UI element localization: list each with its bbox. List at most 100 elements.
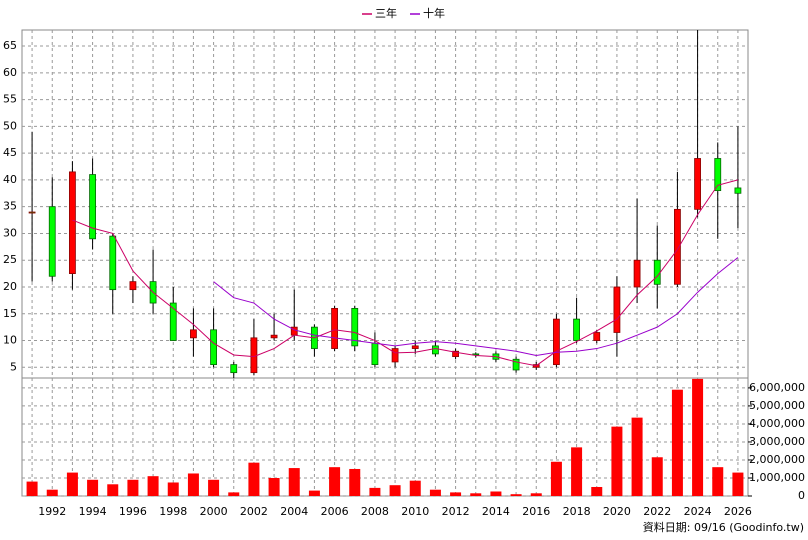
x-tick-label: 2016 (522, 505, 550, 518)
volume-bar (671, 389, 683, 496)
volume-bar (409, 480, 421, 496)
volume-bar (369, 487, 381, 496)
candle-body (109, 235, 117, 291)
volume-bar (349, 468, 361, 496)
volume-bar (228, 492, 240, 496)
volume-bar (571, 447, 583, 496)
y-tick-label: 15 (3, 307, 17, 320)
x-tick-label: 2006 (321, 505, 349, 518)
candle-body (371, 342, 379, 366)
candle-body (714, 158, 722, 192)
candle-body (734, 187, 742, 194)
footnote: 資料日期: 09/16 (Goodinfo.tw) (643, 520, 804, 534)
ma-line (72, 179, 739, 367)
y2-tick-label: 1,000,000 (749, 471, 805, 484)
candle-body (512, 358, 520, 371)
volume-bar (389, 485, 401, 496)
x-tick-label: 2024 (684, 505, 712, 518)
candle-body (452, 350, 459, 357)
volume-bar (732, 472, 744, 496)
candle-body (553, 318, 560, 366)
candle-body (633, 259, 641, 288)
candle-body (351, 307, 359, 347)
volume-bar (288, 468, 300, 496)
candle-body (190, 329, 197, 339)
y-tick-label: 65 (3, 39, 17, 52)
y2-tick-label: 3,000,000 (749, 435, 805, 448)
volume-bar (87, 479, 99, 496)
y-tick-label: 25 (3, 253, 17, 266)
volume-bar (591, 486, 603, 496)
y2-tick-label: 4,000,000 (749, 417, 805, 430)
volume-bar (308, 490, 320, 496)
x-tick-label: 2020 (603, 505, 631, 518)
candle-body (411, 345, 419, 349)
x-tick-label: 2022 (643, 505, 671, 518)
volume-bar (26, 481, 38, 496)
x-tick-label: 2004 (280, 505, 308, 518)
volume-bar (46, 489, 58, 496)
volume-bar (66, 472, 78, 496)
candle-body (270, 334, 278, 339)
volume-bar (692, 378, 704, 496)
volume-bar (429, 489, 441, 496)
candle-body (230, 364, 238, 374)
y2-tick-label: 5,000,000 (749, 399, 805, 412)
y-tick-label: 40 (3, 173, 17, 186)
legend-label: 十年 (423, 6, 445, 20)
volume-bar (450, 492, 462, 496)
volume-bar (631, 417, 643, 496)
candle-body (28, 211, 36, 214)
volume-bar (248, 462, 260, 496)
y-tick-label: 30 (3, 226, 17, 239)
candle-body (432, 345, 439, 355)
y2-tick-label: 2,000,000 (749, 453, 805, 466)
x-tick-label: 2012 (442, 505, 470, 518)
plot-frame (21, 29, 749, 497)
candle-body (129, 281, 137, 291)
candle-body (613, 286, 621, 333)
candle-body (331, 307, 338, 349)
candle-body (391, 348, 399, 363)
volume-bar (127, 479, 139, 496)
volume-bar (329, 467, 341, 496)
volume-bar (530, 493, 542, 496)
candle-body (653, 259, 661, 285)
x-tick-label: 1992 (38, 505, 66, 518)
y-tick-label: 35 (3, 200, 17, 213)
candle-body (472, 353, 480, 356)
y-tick-label: 55 (3, 93, 17, 106)
x-tick-label: 1996 (119, 505, 147, 518)
candle-body (89, 174, 96, 240)
y2-tick-label: 6,000,000 (749, 381, 805, 394)
candle-body (573, 318, 580, 341)
candle-body (69, 171, 76, 274)
x-tick-label: 2000 (200, 505, 228, 518)
x-tick-label: 2008 (361, 505, 389, 518)
x-tick-label: 2010 (401, 505, 429, 518)
volume-bar (107, 484, 119, 496)
candle-body (593, 332, 601, 341)
y-tick-label: 10 (3, 334, 17, 347)
volume-bar (470, 493, 482, 496)
volume-bar (268, 477, 280, 496)
volume-bar (510, 494, 522, 496)
y2-tick-label: 0 (798, 489, 805, 502)
x-tick-label: 1998 (159, 505, 187, 518)
volume-bar (147, 476, 159, 496)
x-tick-label: 2002 (240, 505, 268, 518)
candle-body (210, 329, 217, 366)
y-tick-label: 50 (3, 119, 17, 132)
volume-bar (550, 461, 562, 496)
volume-bar (167, 482, 179, 496)
volume-bar (490, 491, 502, 496)
x-tick-label: 2026 (724, 505, 752, 518)
volume-bar (208, 479, 220, 496)
candle-body (674, 208, 681, 285)
volume-bar (187, 473, 199, 496)
candle-body (48, 206, 56, 277)
volume-bar (651, 457, 663, 496)
x-tick-label: 1994 (79, 505, 107, 518)
